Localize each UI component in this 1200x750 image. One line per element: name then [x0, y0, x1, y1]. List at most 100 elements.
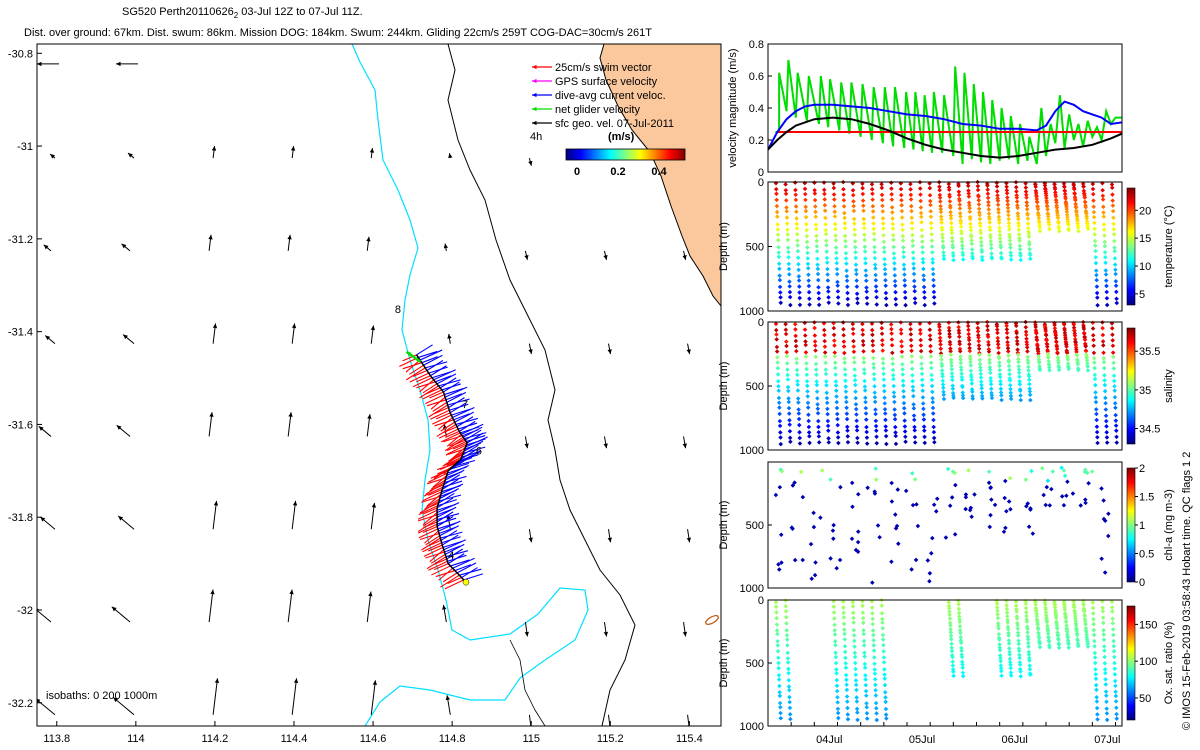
- section-point: [1093, 407, 1099, 412]
- section-point: [1095, 302, 1100, 308]
- section-point: [1094, 699, 1100, 704]
- map-ytick-label: -31.2: [8, 234, 33, 246]
- section-point: [1072, 333, 1078, 338]
- section-point: [776, 665, 781, 671]
- section-point: [794, 348, 799, 354]
- section-point: [947, 503, 953, 509]
- section-point: [1099, 486, 1104, 491]
- section-point: [1047, 365, 1052, 370]
- vector-shaft: [607, 714, 611, 726]
- section-point: [1026, 652, 1032, 657]
- section-point: [872, 262, 878, 268]
- section-point: [778, 715, 784, 721]
- section-point: [854, 687, 859, 693]
- swim-vector: [434, 407, 449, 415]
- section-point: [1006, 353, 1011, 358]
- section-point: [980, 396, 985, 401]
- section-point: [816, 440, 822, 445]
- section-point: [1023, 477, 1029, 482]
- section-point: [812, 333, 818, 338]
- section-point: [785, 660, 791, 665]
- section-point: [796, 267, 801, 273]
- section-point: [826, 289, 831, 294]
- dac-vector: [428, 366, 448, 374]
- section-point: [920, 377, 925, 383]
- section-point: [938, 346, 944, 351]
- section-point: [1066, 645, 1072, 650]
- section-point: [1110, 338, 1115, 343]
- section-point: [795, 378, 800, 384]
- section-point: [941, 385, 946, 391]
- dac-vector: [446, 548, 463, 560]
- section-point: [909, 348, 914, 354]
- section-point: [1024, 336, 1029, 342]
- section-point: [1039, 466, 1045, 471]
- section-point: [804, 379, 810, 384]
- section-point: [889, 559, 894, 565]
- section-point: [833, 660, 839, 666]
- vector-head: [368, 591, 373, 597]
- section-point: [1074, 209, 1079, 215]
- vector-head: [290, 146, 296, 151]
- section-point: [824, 379, 829, 384]
- section-point: [963, 492, 969, 497]
- section-point: [1071, 322, 1077, 327]
- section-point: [1114, 289, 1119, 295]
- section-point: [788, 439, 793, 445]
- section-point: [1092, 365, 1097, 371]
- section-point: [959, 371, 964, 376]
- section-point: [806, 283, 812, 289]
- section-point: [785, 377, 791, 382]
- section-point: [1102, 373, 1107, 378]
- vector-head: [212, 323, 218, 329]
- swim-vector: [433, 563, 449, 571]
- swim-vector: [412, 377, 433, 388]
- section-point: [1034, 331, 1039, 336]
- section-point: [968, 356, 973, 361]
- section-point: [976, 346, 982, 352]
- section-point: [793, 343, 799, 349]
- section-point: [863, 677, 868, 682]
- section-point: [903, 302, 908, 308]
- swim-vector: [402, 362, 422, 370]
- section-point: [889, 331, 894, 336]
- colorbar-tick-label: 35.5: [1139, 346, 1160, 358]
- section-point: [864, 285, 869, 290]
- colorbar-tick-label: 15: [1139, 233, 1151, 245]
- section-point: [1018, 393, 1023, 398]
- section-point: [1074, 213, 1080, 219]
- section-point: [1037, 225, 1043, 230]
- section-point: [787, 279, 792, 284]
- section-point: [854, 291, 860, 296]
- section-point: [831, 610, 837, 615]
- section-point: [841, 621, 847, 627]
- section-point: [953, 482, 958, 488]
- section-point: [938, 338, 943, 344]
- swim-vector: [409, 364, 424, 375]
- section-point: [1008, 665, 1013, 671]
- dac-vector: [444, 545, 461, 553]
- section-point: [803, 342, 808, 348]
- section-point: [807, 302, 812, 307]
- section-point: [1092, 372, 1098, 378]
- section-point: [975, 329, 981, 334]
- section-point: [776, 379, 781, 384]
- section-point: [813, 367, 819, 372]
- section-point: [900, 378, 906, 384]
- section-point: [842, 356, 847, 361]
- section-point: [822, 338, 827, 344]
- section-point: [874, 289, 879, 294]
- vector-head: [366, 236, 371, 242]
- section-point: [1046, 635, 1051, 641]
- dac-vector: [436, 516, 454, 527]
- section-point: [890, 361, 896, 367]
- section-point: [1043, 610, 1049, 615]
- swim-vector: [425, 394, 445, 405]
- section-point: [956, 610, 962, 616]
- section-point: [805, 265, 811, 271]
- section-point: [825, 418, 831, 424]
- section-point: [778, 435, 783, 440]
